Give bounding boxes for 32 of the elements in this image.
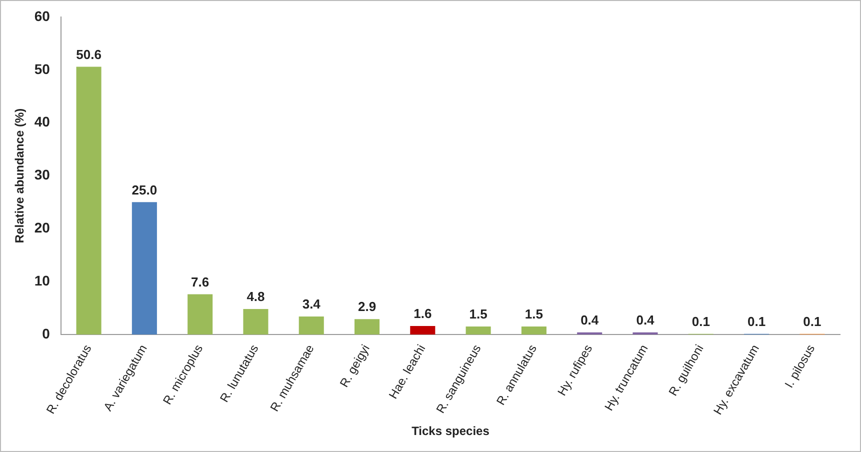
y-axis-title: Relative abundance (%) [12,108,27,244]
bar [76,66,102,334]
data-label: 1.6 [414,306,432,322]
bar [354,319,380,334]
bar [410,326,436,334]
y-tick-label: 40 [34,114,50,130]
bar [298,316,324,334]
y-tick-label: 50 [34,60,50,77]
data-label: 25.0 [132,182,158,198]
data-label: 1.5 [524,306,543,322]
bar [243,309,268,334]
data-label: 0.1 [747,314,766,329]
data-label: 4.8 [246,289,265,304]
y-tick-label: 10 [34,272,50,288]
data-label: 50.6 [76,46,102,62]
data-label: 3.4 [302,296,322,312]
bar [132,202,157,334]
x-axis-title: Ticks species [412,424,490,438]
data-label: 7.6 [191,274,210,290]
data-label: 0.1 [803,314,822,329]
y-tick-label: 60 [34,8,50,24]
data-label: 1.5 [469,306,488,322]
data-label: 2.9 [358,299,376,314]
y-tick-label: 0 [42,325,50,342]
data-label: 0.4 [636,312,656,328]
y-tick-label: 30 [34,166,50,183]
y-tick-label: 20 [34,219,50,236]
data-label: 0.1 [692,314,710,329]
bar [521,326,546,334]
bar [466,326,491,334]
bar [188,294,213,334]
data-label: 0.4 [580,312,600,328]
